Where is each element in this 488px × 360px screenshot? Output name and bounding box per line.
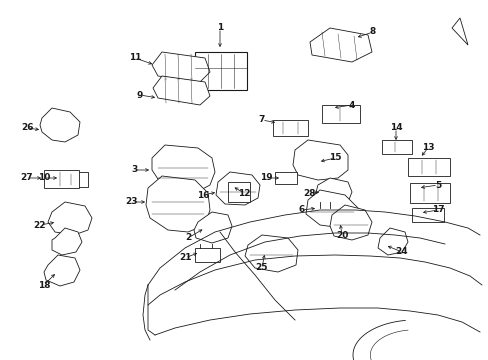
Text: 25: 25 (255, 264, 268, 273)
Polygon shape (451, 18, 467, 45)
Polygon shape (305, 190, 357, 228)
Text: 26: 26 (20, 123, 33, 132)
Bar (274, 172, 296, 184)
Bar (58, 172, 88, 187)
Polygon shape (244, 235, 297, 272)
Text: 6: 6 (298, 206, 305, 215)
Text: 8: 8 (369, 27, 375, 36)
Bar (227, 182, 249, 202)
Text: 9: 9 (137, 90, 143, 99)
Polygon shape (52, 228, 82, 255)
Text: 10: 10 (38, 174, 50, 183)
Text: 20: 20 (335, 230, 347, 239)
Text: 1: 1 (217, 23, 223, 32)
Polygon shape (152, 145, 215, 193)
Text: 14: 14 (389, 123, 402, 132)
Text: 21: 21 (179, 253, 191, 262)
Text: 22: 22 (34, 220, 46, 230)
Text: 2: 2 (184, 234, 191, 243)
Polygon shape (40, 108, 80, 142)
Text: 11: 11 (128, 54, 141, 63)
Bar (411, 208, 443, 222)
Bar (321, 105, 359, 123)
Text: 7: 7 (258, 116, 264, 125)
Polygon shape (377, 228, 407, 255)
Text: 27: 27 (20, 174, 33, 183)
Text: 3: 3 (131, 166, 137, 175)
Bar (409, 183, 449, 203)
Polygon shape (292, 140, 347, 180)
Text: 17: 17 (431, 206, 444, 215)
Text: 12: 12 (237, 189, 250, 198)
Text: 5: 5 (434, 180, 440, 189)
Polygon shape (309, 28, 371, 62)
Polygon shape (44, 255, 80, 286)
Polygon shape (48, 202, 92, 235)
Bar (195, 248, 220, 262)
Polygon shape (153, 76, 209, 105)
Polygon shape (216, 172, 260, 205)
Bar (195, 52, 246, 90)
Polygon shape (194, 212, 231, 243)
Text: 28: 28 (303, 189, 316, 198)
Polygon shape (146, 176, 209, 232)
Text: 15: 15 (328, 153, 341, 162)
Text: 16: 16 (196, 190, 209, 199)
Text: 24: 24 (395, 248, 407, 256)
Text: 23: 23 (125, 198, 138, 207)
Text: 18: 18 (38, 280, 50, 289)
Text: 13: 13 (421, 144, 433, 153)
Bar (272, 120, 307, 136)
Bar (381, 140, 411, 154)
Text: 19: 19 (259, 174, 272, 183)
Bar (44, 170, 79, 188)
Text: 4: 4 (348, 100, 354, 109)
Polygon shape (152, 52, 209, 82)
Polygon shape (314, 178, 351, 207)
Polygon shape (329, 205, 371, 240)
Bar (407, 158, 449, 176)
